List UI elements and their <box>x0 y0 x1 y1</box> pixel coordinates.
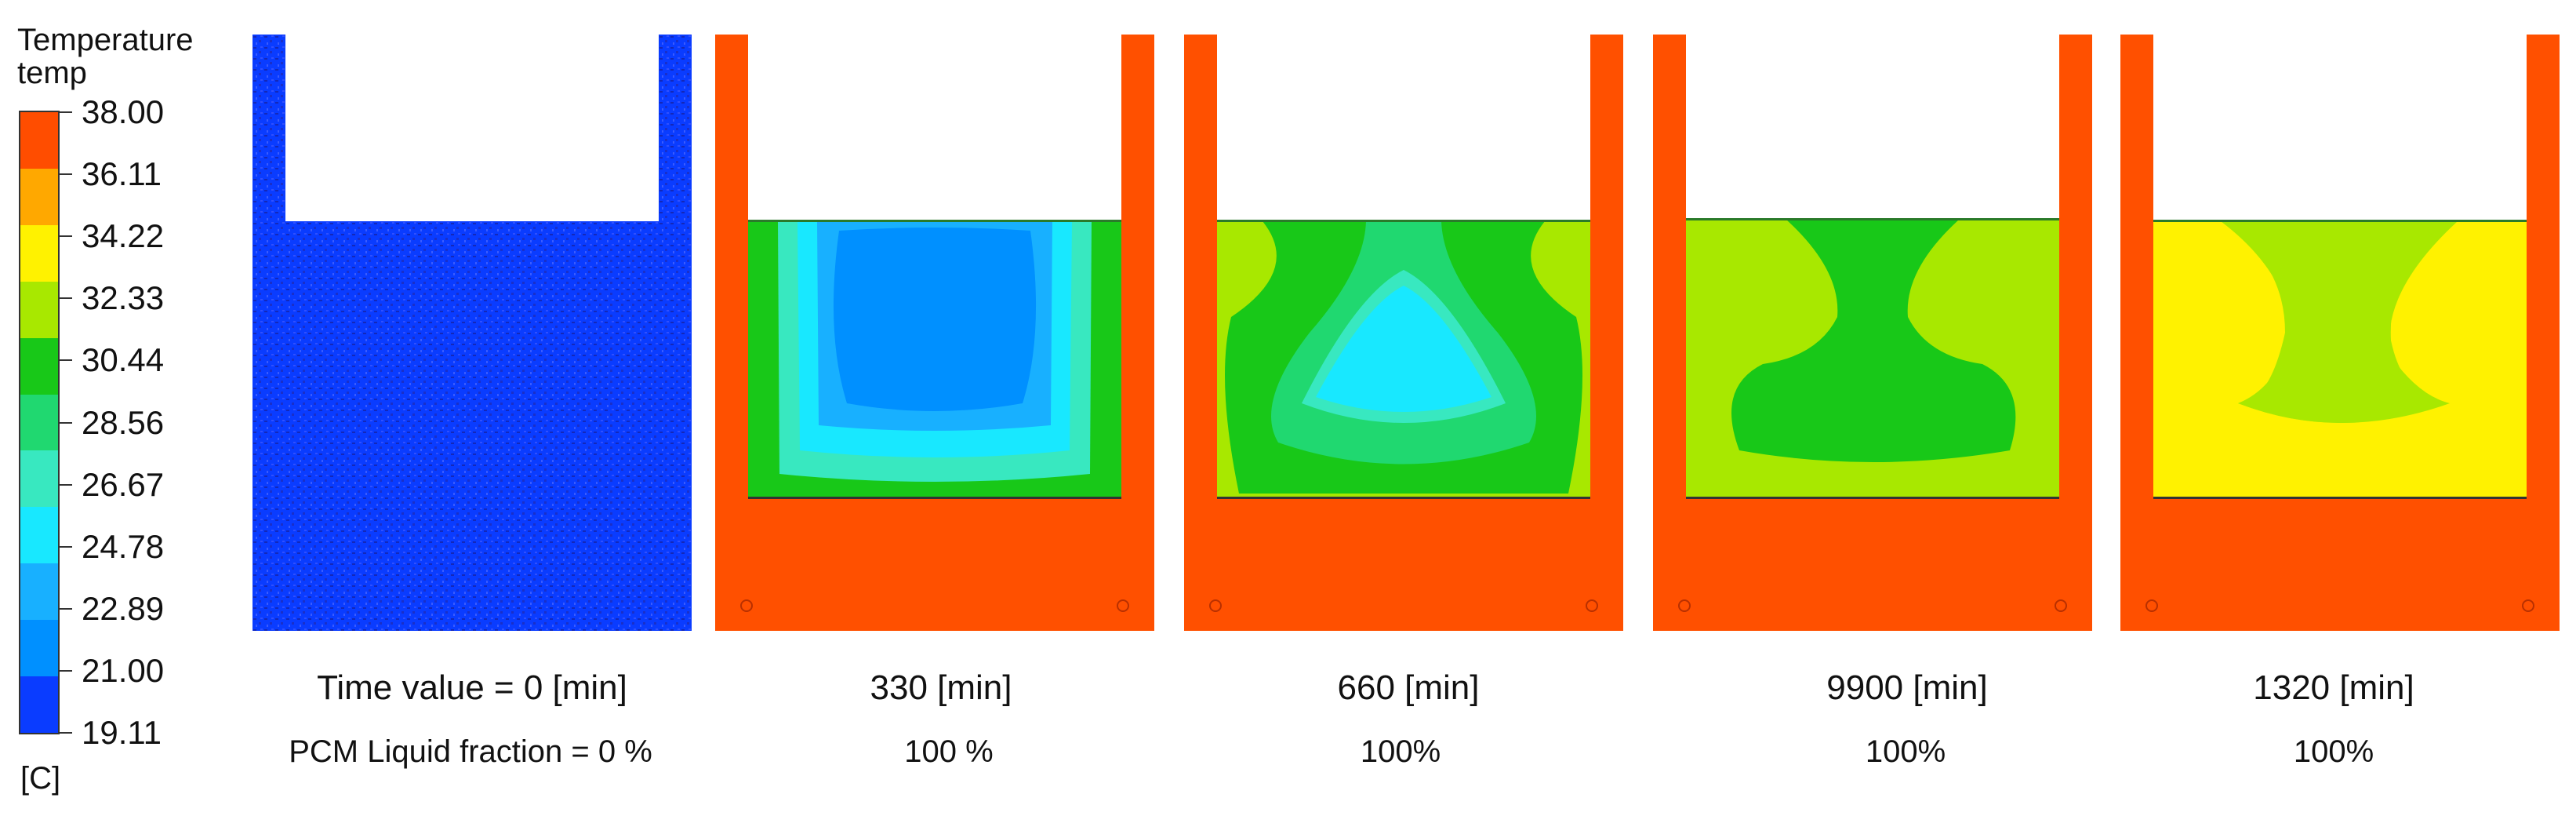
liquid-fraction-panel-3: 100% <box>1360 734 1441 769</box>
legend-band <box>20 676 58 734</box>
legend-band <box>20 394 58 451</box>
color-legend-bar <box>19 111 60 734</box>
panel-t330 <box>715 35 1154 631</box>
legend-band <box>20 507 58 564</box>
legend-title: Temperature temp <box>17 24 194 89</box>
legend-level-label: 24.78 <box>82 527 165 565</box>
legend-level-label: 21.00 <box>82 651 165 689</box>
legend-title-line2: temp <box>17 56 87 90</box>
legend-level-label: 36.11 <box>82 155 162 193</box>
legend-tick <box>60 359 72 362</box>
time-label-panel-5: 1320 [min] <box>2253 668 2414 707</box>
legend-band <box>20 168 58 226</box>
legend-band <box>20 450 58 508</box>
legend-level-label: 19.11 <box>82 714 162 751</box>
legend-tick <box>60 483 72 486</box>
panel-t660 <box>1184 35 1623 631</box>
legend-tick <box>60 732 72 734</box>
legend-band <box>20 620 58 677</box>
panel-t1320 <box>2120 35 2560 631</box>
legend-level-label: 34.22 <box>82 217 165 255</box>
legend-tick <box>60 235 72 238</box>
liquid-fraction-panel-2: 100 % <box>904 734 994 769</box>
legend-band <box>20 337 58 395</box>
legend-tick <box>60 421 72 424</box>
liquid-fraction-panel-4: 100% <box>1865 734 1946 769</box>
liquid-fraction-panel-5: 100% <box>2293 734 2374 769</box>
legend-level-label: 26.67 <box>82 465 165 503</box>
legend-title-line1: Temperature <box>17 23 194 57</box>
legend-tick <box>60 669 72 672</box>
legend-level-label: 28.56 <box>82 403 165 441</box>
time-label-panel-4: 9900 [min] <box>1826 668 1988 707</box>
legend-level-label: 38.00 <box>82 93 165 130</box>
legend-tick <box>60 607 72 610</box>
time-label-panel-3: 660 [min] <box>1337 668 1480 707</box>
panel-t9900 <box>1653 35 2092 631</box>
legend-band <box>20 112 58 169</box>
liquid-fraction-panel-1: PCM Liquid fraction = 0 % <box>289 734 652 769</box>
legend-tick <box>60 111 72 113</box>
legend-unit: [C] <box>20 761 61 796</box>
panel-t0 <box>253 35 692 631</box>
container-opening <box>285 35 659 221</box>
legend-level-label: 22.89 <box>82 589 165 627</box>
legend-band <box>20 224 58 282</box>
legend-tick <box>60 545 72 548</box>
legend-band <box>20 563 58 621</box>
time-label-panel-1: Time value = 0 [min] <box>317 668 627 707</box>
legend-tick <box>60 173 72 176</box>
legend-level-label: 30.44 <box>82 341 165 379</box>
legend-band <box>20 281 58 339</box>
legend-level-label: 32.33 <box>82 279 165 317</box>
time-label-panel-2: 330 [min] <box>870 668 1012 707</box>
legend-tick <box>60 297 72 300</box>
